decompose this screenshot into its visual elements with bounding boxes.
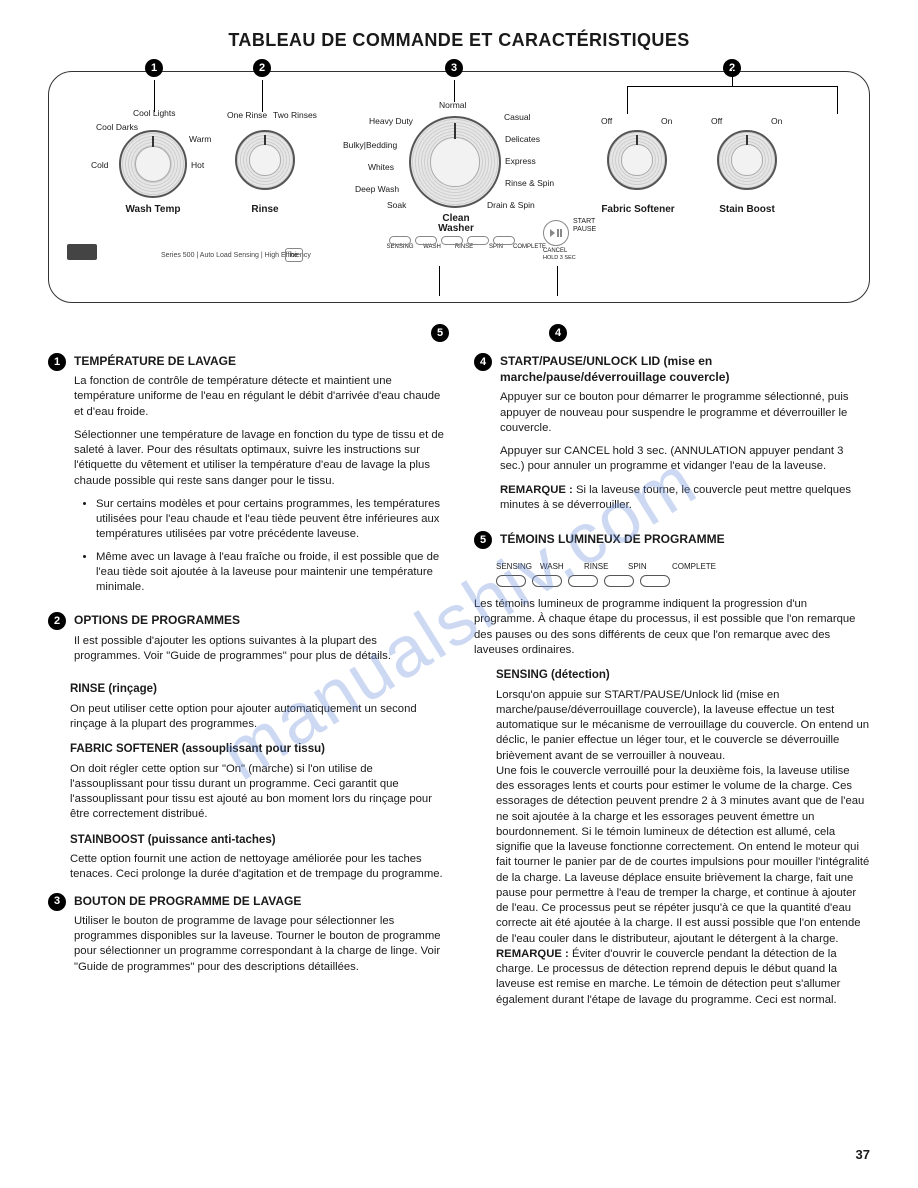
sec4-num-icon: 4 [474, 353, 492, 371]
sensing-p1: Lorsqu'on appuie sur START/PAUSE/Unlock … [496, 688, 870, 764]
cycle-opt: Express [505, 156, 536, 166]
cycle-opt: Deep Wash [355, 184, 399, 194]
stain-subtitle: STAINBOOST (puissance anti-taches) [70, 833, 444, 849]
rinse-text: On peut utiliser cette option pour ajout… [70, 702, 444, 733]
cycle-opt: Delicates [505, 134, 540, 144]
callout-3-icon: 3 [445, 59, 463, 77]
stain-label: Stain Boost [709, 204, 785, 215]
wash-temp-opt: Cool Lights [133, 108, 176, 118]
sec3-p1: Utiliser le bouton de programme de lavag… [74, 914, 444, 975]
fabric-subtitle: FABRIC SOFTENER (assouplissant pour tiss… [70, 742, 444, 758]
wash-temp-opt: Cold [91, 160, 108, 170]
he-icon: he [285, 248, 303, 262]
cycle-opt: Normal [439, 100, 466, 110]
content-columns: 1 TEMPÉRATURE DE LAVAGE La fonction de c… [48, 353, 870, 1018]
sec4-p2: Appuyer sur CANCEL hold 3 sec. (ANNULATI… [500, 444, 870, 475]
left-column: 1 TEMPÉRATURE DE LAVAGE La fonction de c… [48, 353, 444, 1018]
wash-temp-label: Wash Temp [123, 204, 183, 215]
page-title: TABLEAU DE COMMANDE ET CARACTÉRISTIQUES [48, 30, 870, 51]
wash-temp-dial [119, 130, 187, 198]
cycle-opt: Casual [504, 112, 530, 122]
hold-label: HOLD 3 SEC [543, 255, 576, 261]
cycle-opt: Whites [368, 162, 394, 172]
control-panel-diagram: 1 2 3 2 Cool Lights Cool Darks Cold Warm… [48, 71, 870, 303]
cycle-opt: Drain & Spin [487, 200, 535, 210]
pause-label: PAUSE [573, 226, 596, 233]
callout-1-icon: 1 [145, 59, 163, 77]
kenmore-logo-icon [67, 244, 97, 260]
wash-temp-opt: Warm [189, 134, 211, 144]
sec1-b2: Même avec un lavage à l'eau fraîche ou f… [96, 550, 444, 596]
sec2-num-icon: 2 [48, 612, 66, 630]
fabric-off: Off [601, 116, 612, 126]
sensing-p3: REMARQUE : Éviter d'ouvrir le couvercle … [496, 947, 870, 1008]
rinse-opt: Two Rinses [273, 110, 317, 120]
sec5-p1: Les témoins lumineux de programme indiqu… [474, 597, 870, 658]
sec1-num-icon: 1 [48, 353, 66, 371]
callout-4-icon: 4 [549, 324, 567, 342]
sensing-subtitle: SENSING (détection) [496, 668, 870, 684]
cycle-opt: Rinse & Spin [505, 178, 554, 188]
sec2-p1: Il est possible d'ajouter les options su… [74, 634, 444, 665]
stain-boost-dial [717, 130, 777, 190]
start-label: START [573, 218, 595, 225]
sec2-title: OPTIONS DE PROGRAMMES [74, 612, 444, 628]
callout-2-icon: 2 [253, 59, 271, 77]
cycle-label: CleanWasher [434, 214, 478, 234]
sec3-num-icon: 3 [48, 893, 66, 911]
stain-text: Cette option fournit une action de netto… [70, 852, 444, 883]
sec1-p1: La fonction de contrôle de température d… [74, 374, 444, 420]
wash-temp-opt: Cool Darks [96, 122, 138, 132]
status-ovals [389, 236, 515, 245]
right-column: 4 START/PAUSE/UNLOCK LID (mise en marche… [474, 353, 870, 1018]
cycle-opt: Bulky|Bedding [343, 140, 397, 150]
callout-5-icon: 5 [431, 324, 449, 342]
sec5-num-icon: 5 [474, 531, 492, 549]
sec1-title: TEMPÉRATURE DE LAVAGE [74, 353, 444, 369]
cycle-opt: Soak [387, 200, 406, 210]
fabric-text: On doit régler cette option sur "On" (ma… [70, 762, 444, 823]
sec1-p2: Sélectionner une température de lavage e… [74, 428, 444, 489]
stain-on: On [771, 116, 782, 126]
fabric-softener-dial [607, 130, 667, 190]
rinse-label: Rinse [245, 204, 285, 215]
rinse-subtitle: RINSE (rinçage) [70, 682, 444, 698]
stain-off: Off [711, 116, 722, 126]
status-indicator-demo: SENSING WASH RINSE SPIN COMPLETE [496, 562, 870, 587]
sec3-title: BOUTON DE PROGRAMME DE LAVAGE [74, 893, 444, 909]
sec4-title: START/PAUSE/UNLOCK LID (mise en marche/p… [500, 353, 870, 385]
sensing-p2: Une fois le couvercle verrouillé pour la… [496, 764, 870, 947]
rinse-dial [235, 130, 295, 190]
cycle-opt: Heavy Duty [369, 116, 413, 126]
cancel-label: CANCEL [543, 248, 567, 254]
sec4-p3: REMARQUE : Si la laveuse tourne, le couv… [500, 483, 870, 514]
cycle-dial [409, 116, 501, 208]
sec5-title: TÉMOINS LUMINEUX DE PROGRAMME [500, 531, 725, 547]
play-pause-icon [543, 220, 569, 246]
sec4-p1: Appuyer sur ce bouton pour démarrer le p… [500, 390, 870, 436]
wash-temp-opt: Hot [191, 160, 204, 170]
fabric-label: Fabric Softener [593, 204, 683, 215]
page-number: 37 [856, 1147, 870, 1162]
sec1-b1: Sur certains modèles et pour certains pr… [96, 497, 444, 543]
fabric-on: On [661, 116, 672, 126]
rinse-opt: One Rinse [227, 110, 267, 120]
